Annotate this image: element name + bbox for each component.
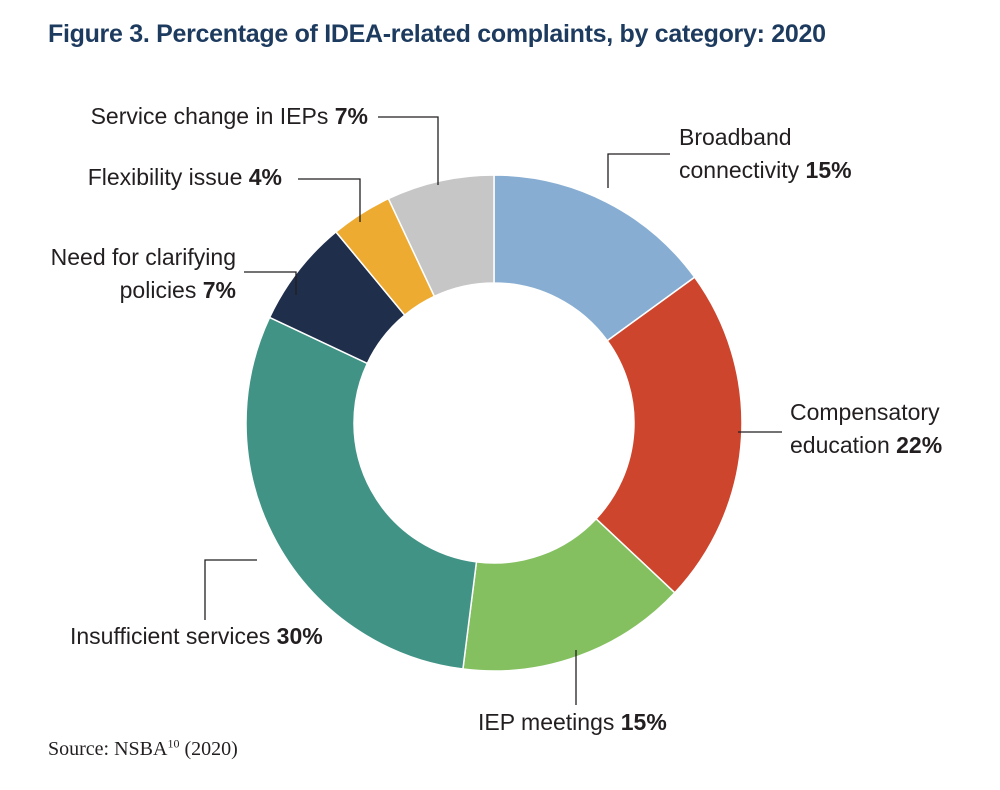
label-line: Service change in IEPs <box>91 103 329 129</box>
label-line: Need for clarifying <box>51 244 236 270</box>
label-line: Insufficient services <box>70 623 270 649</box>
label-broadband-connectivity: Broadband connectivity 15% <box>679 124 852 183</box>
label-flexibility-issue: Flexibility issue 4% <box>88 164 282 190</box>
chart-title: Figure 3. Percentage of IDEA-related com… <box>48 20 826 48</box>
source-footnote-ref: 10 <box>167 736 180 751</box>
label-line: IEP meetings <box>478 709 614 735</box>
value-label: 4% <box>242 164 282 190</box>
source-year: (2020) <box>179 738 238 760</box>
leader-line-need-for-clarifying-policies <box>244 271 297 295</box>
label-line: Compensatory <box>790 399 940 425</box>
label-line: education <box>790 432 890 458</box>
slice-insufficient-services <box>245 316 478 670</box>
value-label: 7% <box>196 277 236 303</box>
leader-line-broadband-connectivity <box>607 153 670 188</box>
leader-line-insufficient-services <box>204 559 257 620</box>
leader-lines <box>204 116 782 705</box>
donut-slices <box>245 174 743 672</box>
slice-labels: Broadband connectivity 15% Compensatory edu… <box>51 103 943 735</box>
source-note: Source: NSBA10 (2020) <box>48 736 238 761</box>
value-label: 15% <box>799 157 851 183</box>
value-label: 15% <box>614 709 666 735</box>
label-need-for-clarifying-policies: Need for clarifying policies 7% <box>51 244 236 303</box>
value-label: 22% <box>890 432 942 458</box>
value-label: 7% <box>328 103 368 129</box>
label-insufficient-services: Insufficient services 30% <box>70 623 323 649</box>
leader-line-flexibility-issue <box>298 178 361 222</box>
leader-line-service-change-in-ieps <box>378 116 439 185</box>
label-line: Broadband <box>679 124 792 150</box>
source-prefix: Source: NSBA <box>48 738 168 760</box>
slice-compensatory-education <box>594 276 743 594</box>
value-label: 30% <box>270 623 322 649</box>
label-compensatory-education: Compensatory education 22% <box>790 399 942 458</box>
label-line: policies <box>120 277 197 303</box>
label-line: Flexibility issue <box>88 164 243 190</box>
label-service-change-in-ieps: Service change in IEPs 7% <box>91 103 368 129</box>
label-line: connectivity <box>679 157 800 183</box>
label-iep-meetings: IEP meetings 15% <box>478 709 667 735</box>
slice-service-change-in-ieps <box>387 174 495 298</box>
